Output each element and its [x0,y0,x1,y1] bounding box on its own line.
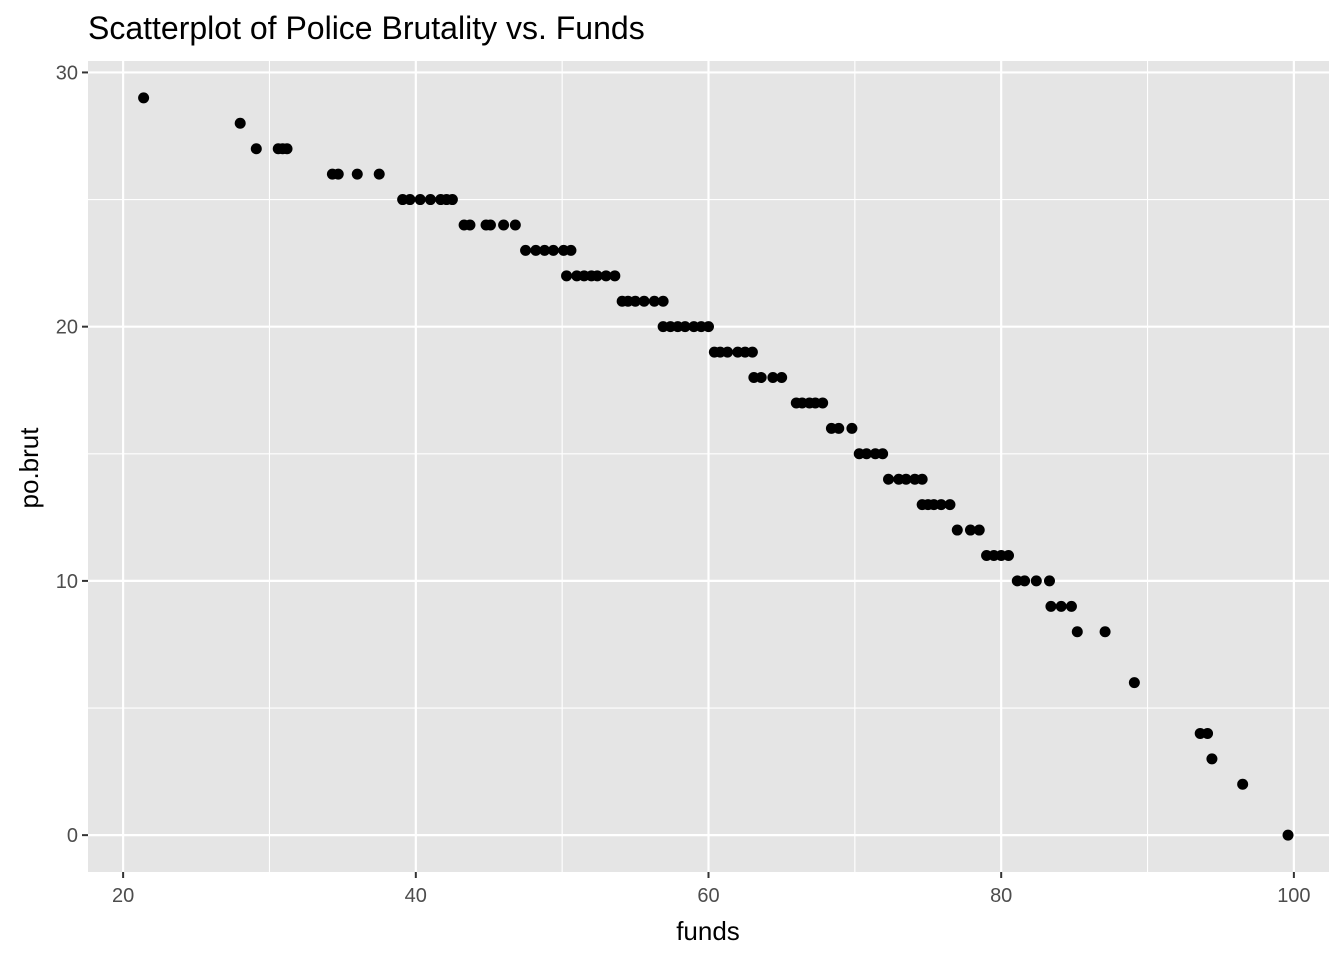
data-point [1055,600,1067,612]
data-point [600,270,612,282]
x-tick-label: 60 [697,885,719,907]
y-tick-label: 0 [67,825,78,847]
data-point [509,219,521,231]
data-point [138,92,150,104]
data-point [520,244,532,256]
x-tick-label: 100 [1277,885,1310,907]
data-point [414,194,426,206]
data-point [351,168,363,180]
data-point [679,321,691,333]
x-tick-label: 20 [112,885,134,907]
data-point [877,448,889,460]
data-point [973,524,985,536]
data-point [817,397,829,409]
data-point [846,422,858,434]
data-point [530,244,542,256]
data-point [446,194,458,206]
data-point [648,295,660,307]
data-point [1237,778,1249,790]
data-point [900,473,912,485]
data-point [964,524,976,536]
data-point [1099,626,1111,638]
data-point [951,524,963,536]
data-point [234,117,246,129]
y-axis-label: po.brut [14,427,44,509]
data-point [1202,727,1214,739]
data-point [1206,753,1218,765]
data-point [1003,549,1015,561]
data-point [916,473,928,485]
data-point [404,194,416,206]
data-point [561,270,573,282]
data-point [565,244,577,256]
data-point [373,168,385,180]
data-point [944,499,956,511]
data-points [138,92,1294,841]
data-point [776,372,788,384]
data-point [1065,600,1077,612]
data-point [755,372,767,384]
data-point [767,372,779,384]
data-point [1282,829,1294,841]
data-point [1043,575,1055,587]
data-point [424,194,436,206]
data-point [657,295,669,307]
data-point [1019,575,1031,587]
chart-title: Scatterplot of Police Brutality vs. Fund… [88,10,645,46]
data-point [609,270,621,282]
x-tick-label: 80 [990,885,1012,907]
data-point [861,448,873,460]
data-point [1045,600,1057,612]
data-point [638,295,650,307]
data-point [722,346,734,358]
data-point [464,219,476,231]
data-point [833,422,845,434]
data-point [484,219,496,231]
data-point [746,346,758,358]
data-point [539,244,551,256]
data-point [703,321,714,333]
data-point [547,244,559,256]
data-point [250,143,262,155]
data-point [935,499,947,511]
data-point [629,295,641,307]
data-point [1128,677,1140,689]
x-axis: 20 40 60 80 100 [112,872,1311,907]
x-axis-label: funds [676,916,740,946]
data-point [883,473,895,485]
data-point [591,270,603,282]
y-axis: 0 10 20 30 [56,62,88,847]
data-point [332,168,344,180]
data-point [281,143,293,155]
data-point [1030,575,1042,587]
data-point [498,219,510,231]
y-tick-label: 10 [56,571,78,593]
x-tick-label: 40 [405,885,427,907]
data-point [1071,626,1083,638]
y-tick-label: 30 [56,62,78,84]
y-tick-label: 20 [56,317,78,339]
